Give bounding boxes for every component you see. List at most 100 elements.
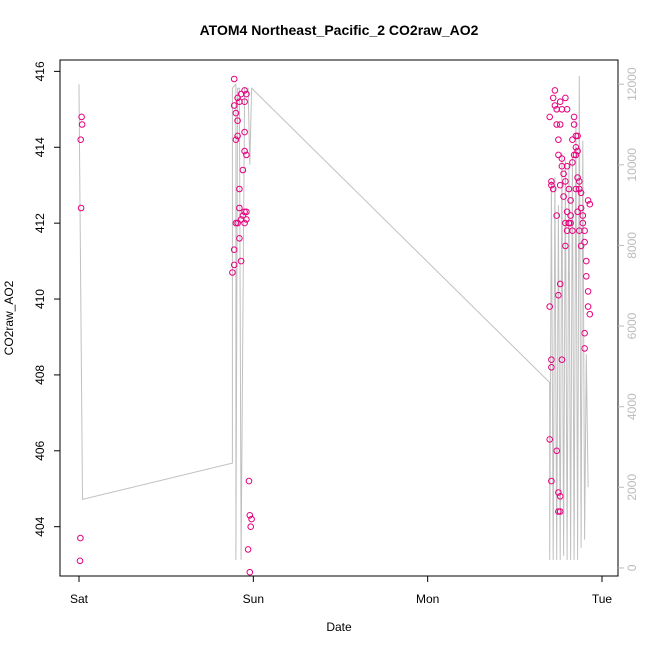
right-axis-tick-label: 12000 (625, 67, 639, 101)
data-point (556, 181, 564, 189)
data-point (244, 546, 252, 553)
data-point (579, 219, 587, 227)
data-point (241, 219, 248, 227)
data-point (556, 493, 564, 500)
data-point (549, 94, 557, 102)
data-point (565, 185, 573, 193)
plot-frame (59, 59, 619, 577)
left-axis-tick-label: 414 (33, 137, 47, 157)
data-point (237, 216, 245, 223)
data-point (556, 280, 564, 288)
data-point (555, 136, 562, 143)
x-axis: Sat Sun Mon Tue (70, 576, 612, 606)
data-point (567, 197, 574, 204)
data-point (234, 132, 241, 140)
data-point (556, 508, 564, 515)
data-point (548, 364, 555, 371)
data-point (546, 303, 554, 310)
data-point (572, 144, 580, 151)
left-axis-tick-label: 406 (33, 440, 47, 460)
data-point (570, 113, 578, 121)
data-point (548, 356, 555, 364)
data-point (236, 98, 243, 105)
data-point (579, 212, 587, 219)
left-axis-tick-label: 412 (33, 213, 47, 233)
data-point (241, 208, 248, 216)
data-point (241, 128, 248, 136)
chart-title: ATOM4 Northeast_Pacific_2 CO2raw_AO2 (200, 22, 479, 38)
data-point (236, 204, 243, 212)
data-point (553, 121, 561, 128)
data-point (77, 136, 84, 143)
data-point (230, 261, 238, 269)
data-point (76, 557, 84, 565)
data-point (234, 219, 241, 227)
point-series (76, 75, 594, 576)
data-point (562, 178, 569, 185)
data-point (584, 288, 592, 295)
data-point (577, 204, 585, 212)
data-point (584, 197, 592, 204)
left-axis-tick-label: 404 (33, 516, 47, 536)
data-point (234, 117, 241, 124)
data-point (572, 132, 580, 140)
data-point (569, 227, 576, 234)
right-axis-tick-label: 0 (625, 564, 639, 571)
data-point (232, 109, 240, 117)
data-point (548, 181, 555, 189)
data-point (230, 75, 238, 83)
data-point (569, 136, 576, 143)
data-point (581, 345, 588, 352)
data-point (546, 113, 554, 121)
data-point (562, 242, 569, 250)
data-point (581, 329, 588, 337)
right-axis-tick-label: 6000 (625, 312, 639, 339)
right-axis-tick-label: 2000 (625, 474, 639, 501)
data-point (583, 257, 590, 265)
data-point (556, 121, 564, 128)
data-point (567, 212, 574, 219)
data-point (230, 102, 238, 109)
x-axis-label: Date (326, 620, 352, 634)
data-point (583, 273, 590, 280)
data-point (548, 178, 555, 185)
data-point (555, 489, 562, 496)
data-point (229, 269, 236, 276)
data-point (243, 151, 250, 159)
x-axis-tick-label: Sun (243, 592, 264, 606)
data-point (553, 447, 561, 455)
data-point (574, 174, 581, 181)
data-point (558, 106, 566, 113)
data-point (77, 534, 84, 542)
data-point (239, 166, 247, 174)
data-point (576, 227, 583, 234)
data-point (555, 291, 562, 299)
data-point (546, 436, 554, 443)
x-axis-tick-label: Sat (70, 592, 89, 606)
data-point (558, 155, 566, 162)
data-point (239, 212, 247, 219)
data-point (78, 113, 85, 121)
right-axis-tick-label: 10000 (625, 148, 639, 182)
data-point (574, 208, 581, 216)
data-point (584, 303, 592, 310)
data-point (572, 151, 580, 159)
data-point (234, 94, 241, 102)
data-point (570, 151, 578, 159)
data-point (563, 162, 571, 170)
data-point (553, 212, 561, 219)
data-point (230, 246, 238, 253)
data-point (245, 477, 253, 485)
x-axis-tick-label: Mon (416, 592, 439, 606)
right-axis: 0 2000 4000 6000 8000 10000 12000 (618, 67, 639, 571)
data-point (77, 204, 85, 212)
data-point (549, 185, 557, 193)
data-point (562, 94, 569, 102)
data-point (572, 185, 580, 193)
left-axis-tick-label: 410 (33, 289, 47, 309)
data-point (236, 235, 243, 242)
data-point (241, 147, 248, 155)
data-point (246, 512, 254, 519)
right-axis-tick-label: 8000 (625, 232, 639, 259)
x-axis-tick-label: Tue (592, 592, 613, 606)
